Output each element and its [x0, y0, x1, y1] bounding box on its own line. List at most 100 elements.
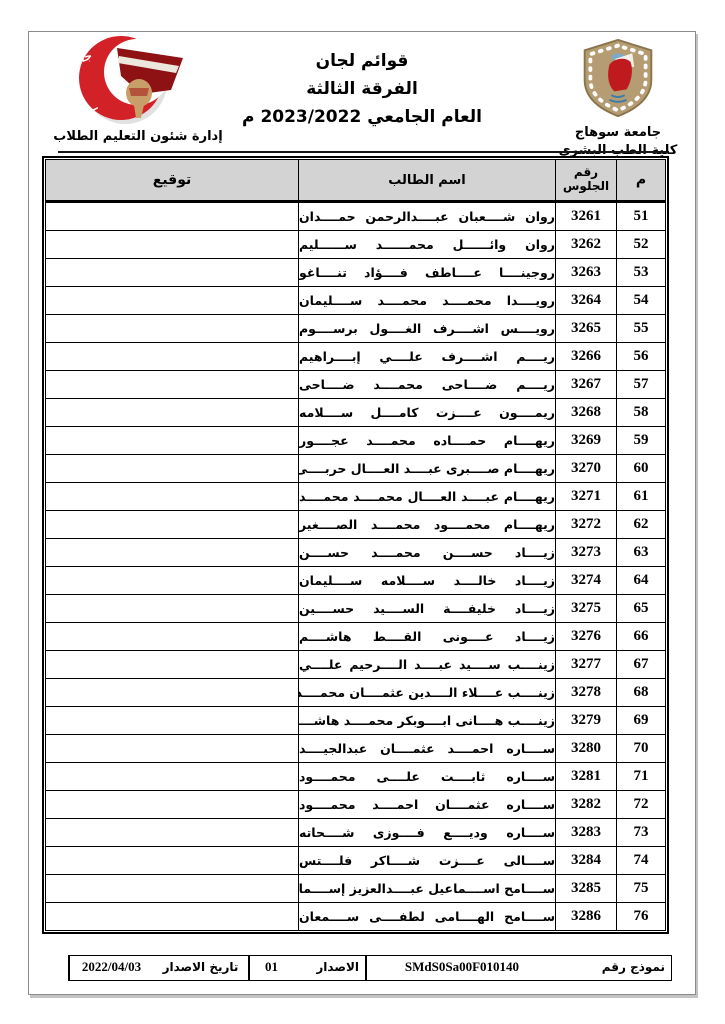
signature-cell [45, 706, 299, 735]
table-row: 56 3266 ريــــم اشــــرف علــــي إبــــر… [45, 342, 666, 371]
seat-number-cell: 3265 [555, 314, 617, 343]
student-name-cell: ريهــــام محمــــود محمــــد الصــــغير [298, 510, 556, 539]
department-name: إدارة شئون التعليم الطلاب [53, 129, 223, 144]
title-line-year-group: الفرقة الثالثة [306, 79, 418, 100]
seat-number-cell: 3273 [555, 538, 617, 567]
serial-cell: 75 [616, 874, 666, 903]
table-row: 52 3262 روان وائــــــل محمــــــد ســــ… [45, 230, 666, 259]
seat-number-cell: 3261 [555, 201, 617, 231]
seat-number-cell: 3282 [555, 790, 617, 819]
seat-number-cell: 3286 [555, 902, 617, 931]
signature-cell [45, 902, 299, 931]
serial-cell: 54 [616, 286, 666, 315]
university-shield-logo [575, 38, 661, 122]
serial-cell: 70 [616, 734, 666, 763]
signature-cell [45, 566, 299, 595]
serial-cell: 76 [616, 902, 666, 931]
serial-cell: 73 [616, 818, 666, 847]
column-header-student-name: اسم الطالب [298, 159, 556, 203]
student-name-cell: زيــــاد خليفــــة الســــيد حســــين [298, 594, 556, 623]
signature-cell [45, 538, 299, 567]
issue-date-value: 2022/04/03 [69, 956, 153, 980]
table-row: 76 3286 ســــامح الهــــامى لطفــــى ســ… [45, 902, 666, 931]
seat-number-cell: 3283 [555, 818, 617, 847]
student-name-cell: زينــــب عــــلاء الــــدين عثمــــان مح… [298, 678, 556, 707]
department-block: جامعة سوهاج كلية الطب إدارة شئون التعليم… [22, 36, 233, 144]
table-row: 59 3269 ريهــــام حمــــاده محمــــد عجـ… [45, 426, 666, 455]
signature-cell [45, 482, 299, 511]
seat-number-cell: 3270 [555, 454, 617, 483]
student-name-cell: زيــــاد حســــن محمــــد حســــن [298, 538, 556, 567]
title-line-academic-year: العام الجامعي 2023/2022 م [242, 107, 482, 128]
signature-cell [45, 874, 299, 903]
seat-number-cell: 3278 [555, 678, 617, 707]
table-row: 62 3272 ريهــــام محمــــود محمــــد الص… [45, 510, 666, 539]
serial-cell: 61 [616, 482, 666, 511]
seat-number-cell: 3280 [555, 734, 617, 763]
seat-number-cell: 3269 [555, 426, 617, 455]
serial-cell: 64 [616, 566, 666, 595]
table-row: 69 3279 زينــــب هــــانى ابــــوبكر محم… [45, 706, 666, 735]
serial-cell: 58 [616, 398, 666, 427]
form-number-label: نموذج رقم [601, 960, 665, 974]
header-divider-rule [58, 151, 669, 153]
seat-number-cell: 3268 [555, 398, 617, 427]
signature-cell [45, 846, 299, 875]
seat-number-cell: 3279 [555, 706, 617, 735]
signature-cell [45, 818, 299, 847]
student-name-cell: ريمــــون عــــزت كامــــل ســــلامه [298, 398, 556, 427]
student-name-cell: زيــــاد خالــــد ســــلامه ســــليمان [298, 566, 556, 595]
seat-number-cell: 3271 [555, 482, 617, 511]
form-number-value: SMdS0Sa00F010140 [366, 956, 557, 980]
serial-cell: 53 [616, 258, 666, 287]
table-row: 75 3285 ســــامح اســــماعيل عبــــدالعز… [45, 874, 666, 903]
serial-cell: 67 [616, 650, 666, 679]
serial-cell: 66 [616, 622, 666, 651]
table-row: 58 3268 ريمــــون عــــزت كامــــل ســــ… [45, 398, 666, 427]
table-row: 57 3267 ريــــم ضــــاحى محمــــد ضــــا… [45, 370, 666, 399]
seat-number-cell: 3262 [555, 230, 617, 259]
seat-header-line2: الجلوس [562, 179, 610, 193]
student-name-cell: ســــاره احمــــد عثمــــان عبدالجيــــد [298, 734, 556, 763]
student-name-cell: روجينــــا عــــاطف فــــؤاد تنــــاغو [298, 258, 556, 287]
student-name-cell: ريــــم ضــــاحى محمــــد ضــــاحى [298, 370, 556, 399]
student-name-cell: ريهــــام صــــبرى عبــــد العــــال حرب… [298, 454, 556, 483]
signature-cell [45, 398, 299, 427]
table-row: 63 3273 زيــــاد حســــن محمــــد حســــ… [45, 538, 666, 567]
table-row: 68 3278 زينــــب عــــلاء الــــدين عثمـ… [45, 678, 666, 707]
serial-cell: 72 [616, 790, 666, 819]
serial-cell: 56 [616, 342, 666, 371]
serial-cell: 60 [616, 454, 666, 483]
table-row: 70 3280 ســــاره احمــــد عثمــــان عبدا… [45, 734, 666, 763]
faculty-crescent-logo: جامعة سوهاج كلية الطب [22, 36, 217, 128]
table-row: 74 3284 ســــالى عــــزت شــــاكر فلــــ… [45, 846, 666, 875]
signature-cell [45, 230, 299, 259]
signature-cell [45, 734, 299, 763]
signature-cell [45, 370, 299, 399]
serial-cell: 71 [616, 762, 666, 791]
form-footer-bar: نموذج رقم SMdS0Sa00F010140 الاصدار 01 تا… [68, 955, 672, 981]
serial-cell: 69 [616, 706, 666, 735]
signature-cell [45, 622, 299, 651]
seat-number-cell: 3266 [555, 342, 617, 371]
issue-date-label: تاريخ الاصدار [153, 956, 249, 980]
student-name-cell: رويــــدا محمــــد محمــــد ســــليمان [298, 286, 556, 315]
signature-cell [45, 342, 299, 371]
seat-number-cell: 3263 [555, 258, 617, 287]
seat-number-cell: 3284 [555, 846, 617, 875]
student-name-cell: ســــامح الهــــامى لطفــــى ســــمعان [298, 902, 556, 931]
students-table: م رقم الجلوس اسم الطالب توقيع 51 3261 رو… [45, 159, 666, 931]
student-name-cell: زيــــاد عــــونى القــــط هاشــــم [298, 622, 556, 651]
seat-number-cell: 3267 [555, 370, 617, 399]
table-row: 55 3265 رويــــس اشــــرف الغــــول برسـ… [45, 314, 666, 343]
serial-cell: 74 [616, 846, 666, 875]
student-name-cell: روان شــــعبان عبــــدالرحمن حمــــدان [298, 201, 556, 231]
signature-cell [45, 454, 299, 483]
serial-cell: 68 [616, 678, 666, 707]
serial-cell: 55 [616, 314, 666, 343]
table-row: 66 3276 زيــــاد عــــونى القــــط هاشــ… [45, 622, 666, 651]
student-name-cell: ســــاره عثمــــان احمــــد محمــــود [298, 790, 556, 819]
table-row: 72 3282 ســــاره عثمــــان احمــــد محمـ… [45, 790, 666, 819]
page-header: جامعة سوهاج كلية الطب البشرى قوائم لجان … [22, 32, 695, 158]
